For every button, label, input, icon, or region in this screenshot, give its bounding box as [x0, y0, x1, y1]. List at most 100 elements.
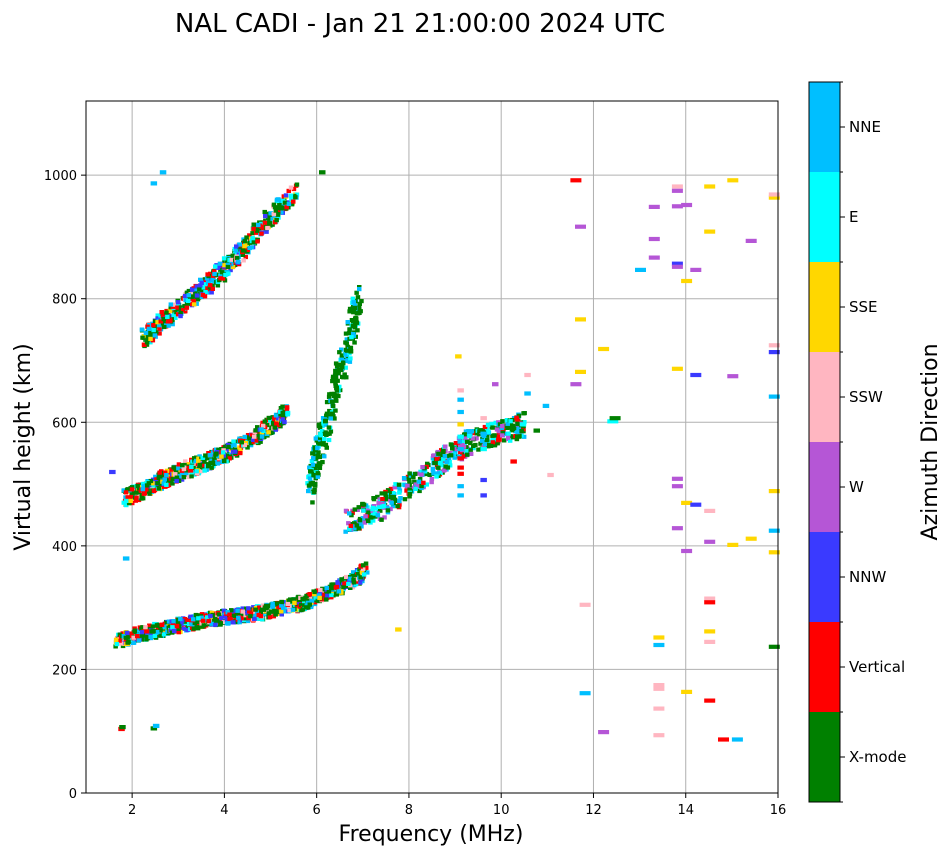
echo-point [205, 272, 210, 277]
echo-point [286, 201, 292, 206]
echo-point [407, 491, 413, 496]
echo-point [485, 422, 491, 427]
echo-point [186, 474, 191, 480]
echo-point [279, 406, 284, 411]
echo-point [457, 439, 462, 444]
echo-point [152, 333, 158, 338]
echo-point [348, 523, 354, 528]
chart-title: NAL CADI - Jan 21 21:00:00 2024 UTC [175, 9, 665, 39]
echo-point [119, 641, 124, 646]
echo-point [348, 356, 353, 361]
echo-point [176, 302, 181, 307]
echo-point [273, 612, 278, 617]
echo-point [129, 490, 135, 495]
echo-point [465, 452, 470, 457]
echo-point [514, 437, 520, 442]
echo-point [189, 622, 195, 627]
echo-point [480, 438, 485, 443]
echo-point [155, 623, 160, 628]
echo-point [217, 450, 223, 455]
echo-point [305, 598, 310, 603]
echo-point [522, 420, 527, 425]
echo-point [173, 315, 178, 320]
echo-point [308, 604, 314, 610]
echo-point [175, 312, 181, 317]
echo-point [236, 615, 241, 620]
echo-point [272, 205, 278, 210]
echo-point [139, 494, 145, 499]
echo-point [126, 639, 131, 644]
echo-point [227, 258, 232, 263]
echo-point [125, 487, 130, 492]
echo-point [355, 507, 360, 512]
echo-point [671, 476, 683, 481]
echo-point [316, 593, 322, 598]
echo-point [286, 598, 291, 603]
echo-point [178, 626, 184, 631]
echo-point [334, 584, 339, 590]
echo-point [270, 601, 275, 606]
echo-point [199, 280, 204, 285]
colorbar-frame [808, 81, 841, 803]
echo-point [671, 188, 683, 193]
echo-point [215, 461, 220, 466]
echo-point [457, 456, 464, 461]
echo-point [465, 439, 470, 444]
echo-point [261, 607, 266, 612]
echo-point [768, 489, 780, 494]
echo-point [379, 491, 384, 496]
echo-point [598, 346, 610, 352]
echo-point [310, 462, 316, 467]
echo-point [237, 608, 243, 614]
echo-point [315, 471, 321, 476]
echo-point [230, 620, 235, 625]
echo-point [482, 424, 488, 430]
echo-point [315, 474, 321, 479]
echo-point [264, 211, 269, 216]
echo-point [164, 473, 169, 478]
echo-point [436, 465, 441, 470]
echo-point [282, 200, 288, 205]
echo-point [263, 603, 269, 608]
echo-point [273, 413, 279, 418]
echo-point [284, 407, 290, 412]
echo-point [681, 278, 693, 284]
echo-point [478, 441, 483, 446]
echo-point [440, 451, 446, 456]
echo-point [424, 482, 429, 487]
echo-point [421, 480, 426, 485]
echo-point [274, 218, 279, 223]
echo-point [224, 617, 230, 622]
echo-point [347, 511, 352, 516]
echo-point [134, 490, 139, 495]
echo-point [147, 488, 152, 493]
echo-point [318, 435, 323, 440]
echo-point [231, 608, 236, 613]
echo-point [309, 469, 314, 474]
echo-point [704, 229, 716, 234]
echo-point [135, 483, 140, 489]
echo-point [351, 300, 356, 305]
echo-point [226, 621, 231, 626]
echo-point [336, 589, 342, 594]
echo-point [468, 448, 473, 453]
echo-point [328, 429, 334, 434]
echo-point [653, 635, 665, 640]
echo-point [144, 629, 150, 634]
echo-point [233, 613, 238, 618]
echo-point [359, 299, 364, 304]
echo-point [361, 508, 366, 513]
echo-point [225, 264, 231, 270]
echo-point [492, 382, 499, 387]
echo-point [147, 623, 152, 628]
echo-point [141, 484, 147, 489]
echo-point [225, 610, 230, 615]
echo-point [216, 619, 221, 624]
echo-point [239, 440, 244, 445]
echo-point [370, 505, 376, 510]
echo-point [196, 459, 201, 464]
echo-point [328, 416, 333, 421]
echo-point [240, 248, 246, 253]
echo-point [370, 518, 376, 523]
echo-point [244, 616, 249, 621]
